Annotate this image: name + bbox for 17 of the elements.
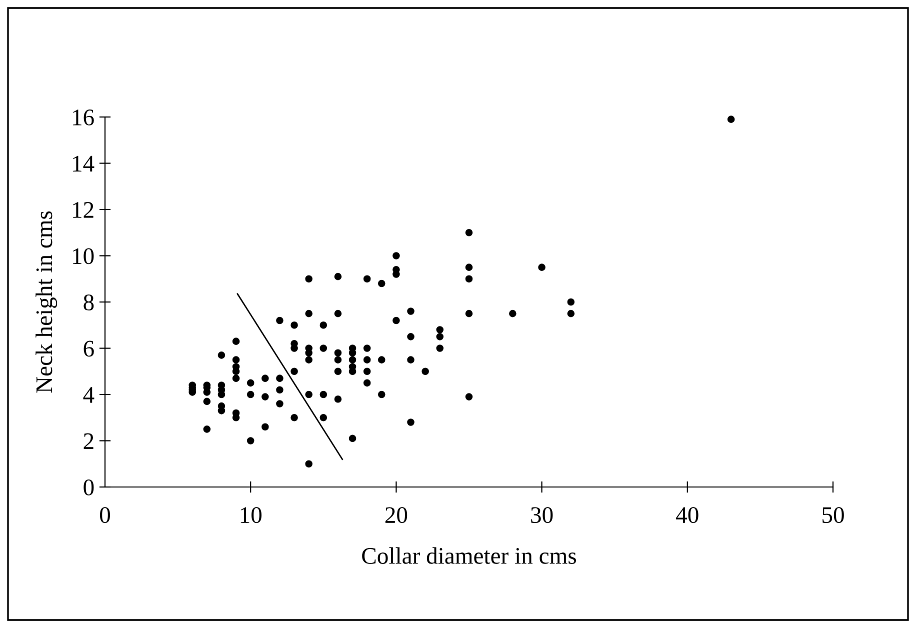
x-tick-label: 10 <box>240 507 262 524</box>
x-tick-label: 30 <box>531 507 553 524</box>
y-tick-label: 16 <box>73 110 94 126</box>
y-axis-title: Neck height in cms <box>36 211 58 393</box>
y-tick-label: 10 <box>73 248 94 264</box>
y-tick-label: 12 <box>73 202 94 218</box>
x-tick-label: 20 <box>385 507 408 524</box>
y-tick-label: 14 <box>73 156 94 172</box>
x-tick-label: 0 <box>100 507 110 524</box>
y-tick-label: 8 <box>84 294 94 310</box>
y-tick-label: 4 <box>83 387 94 403</box>
x-tick-label: 50 <box>822 507 844 524</box>
y-tick-label: 2 <box>84 433 94 449</box>
y-tick-label: 6 <box>84 340 94 357</box>
x-tick-label: 40 <box>676 507 698 524</box>
y-tick-label: 0 <box>84 479 94 496</box>
x-axis-title: Collar diameter in cms <box>362 547 576 564</box>
